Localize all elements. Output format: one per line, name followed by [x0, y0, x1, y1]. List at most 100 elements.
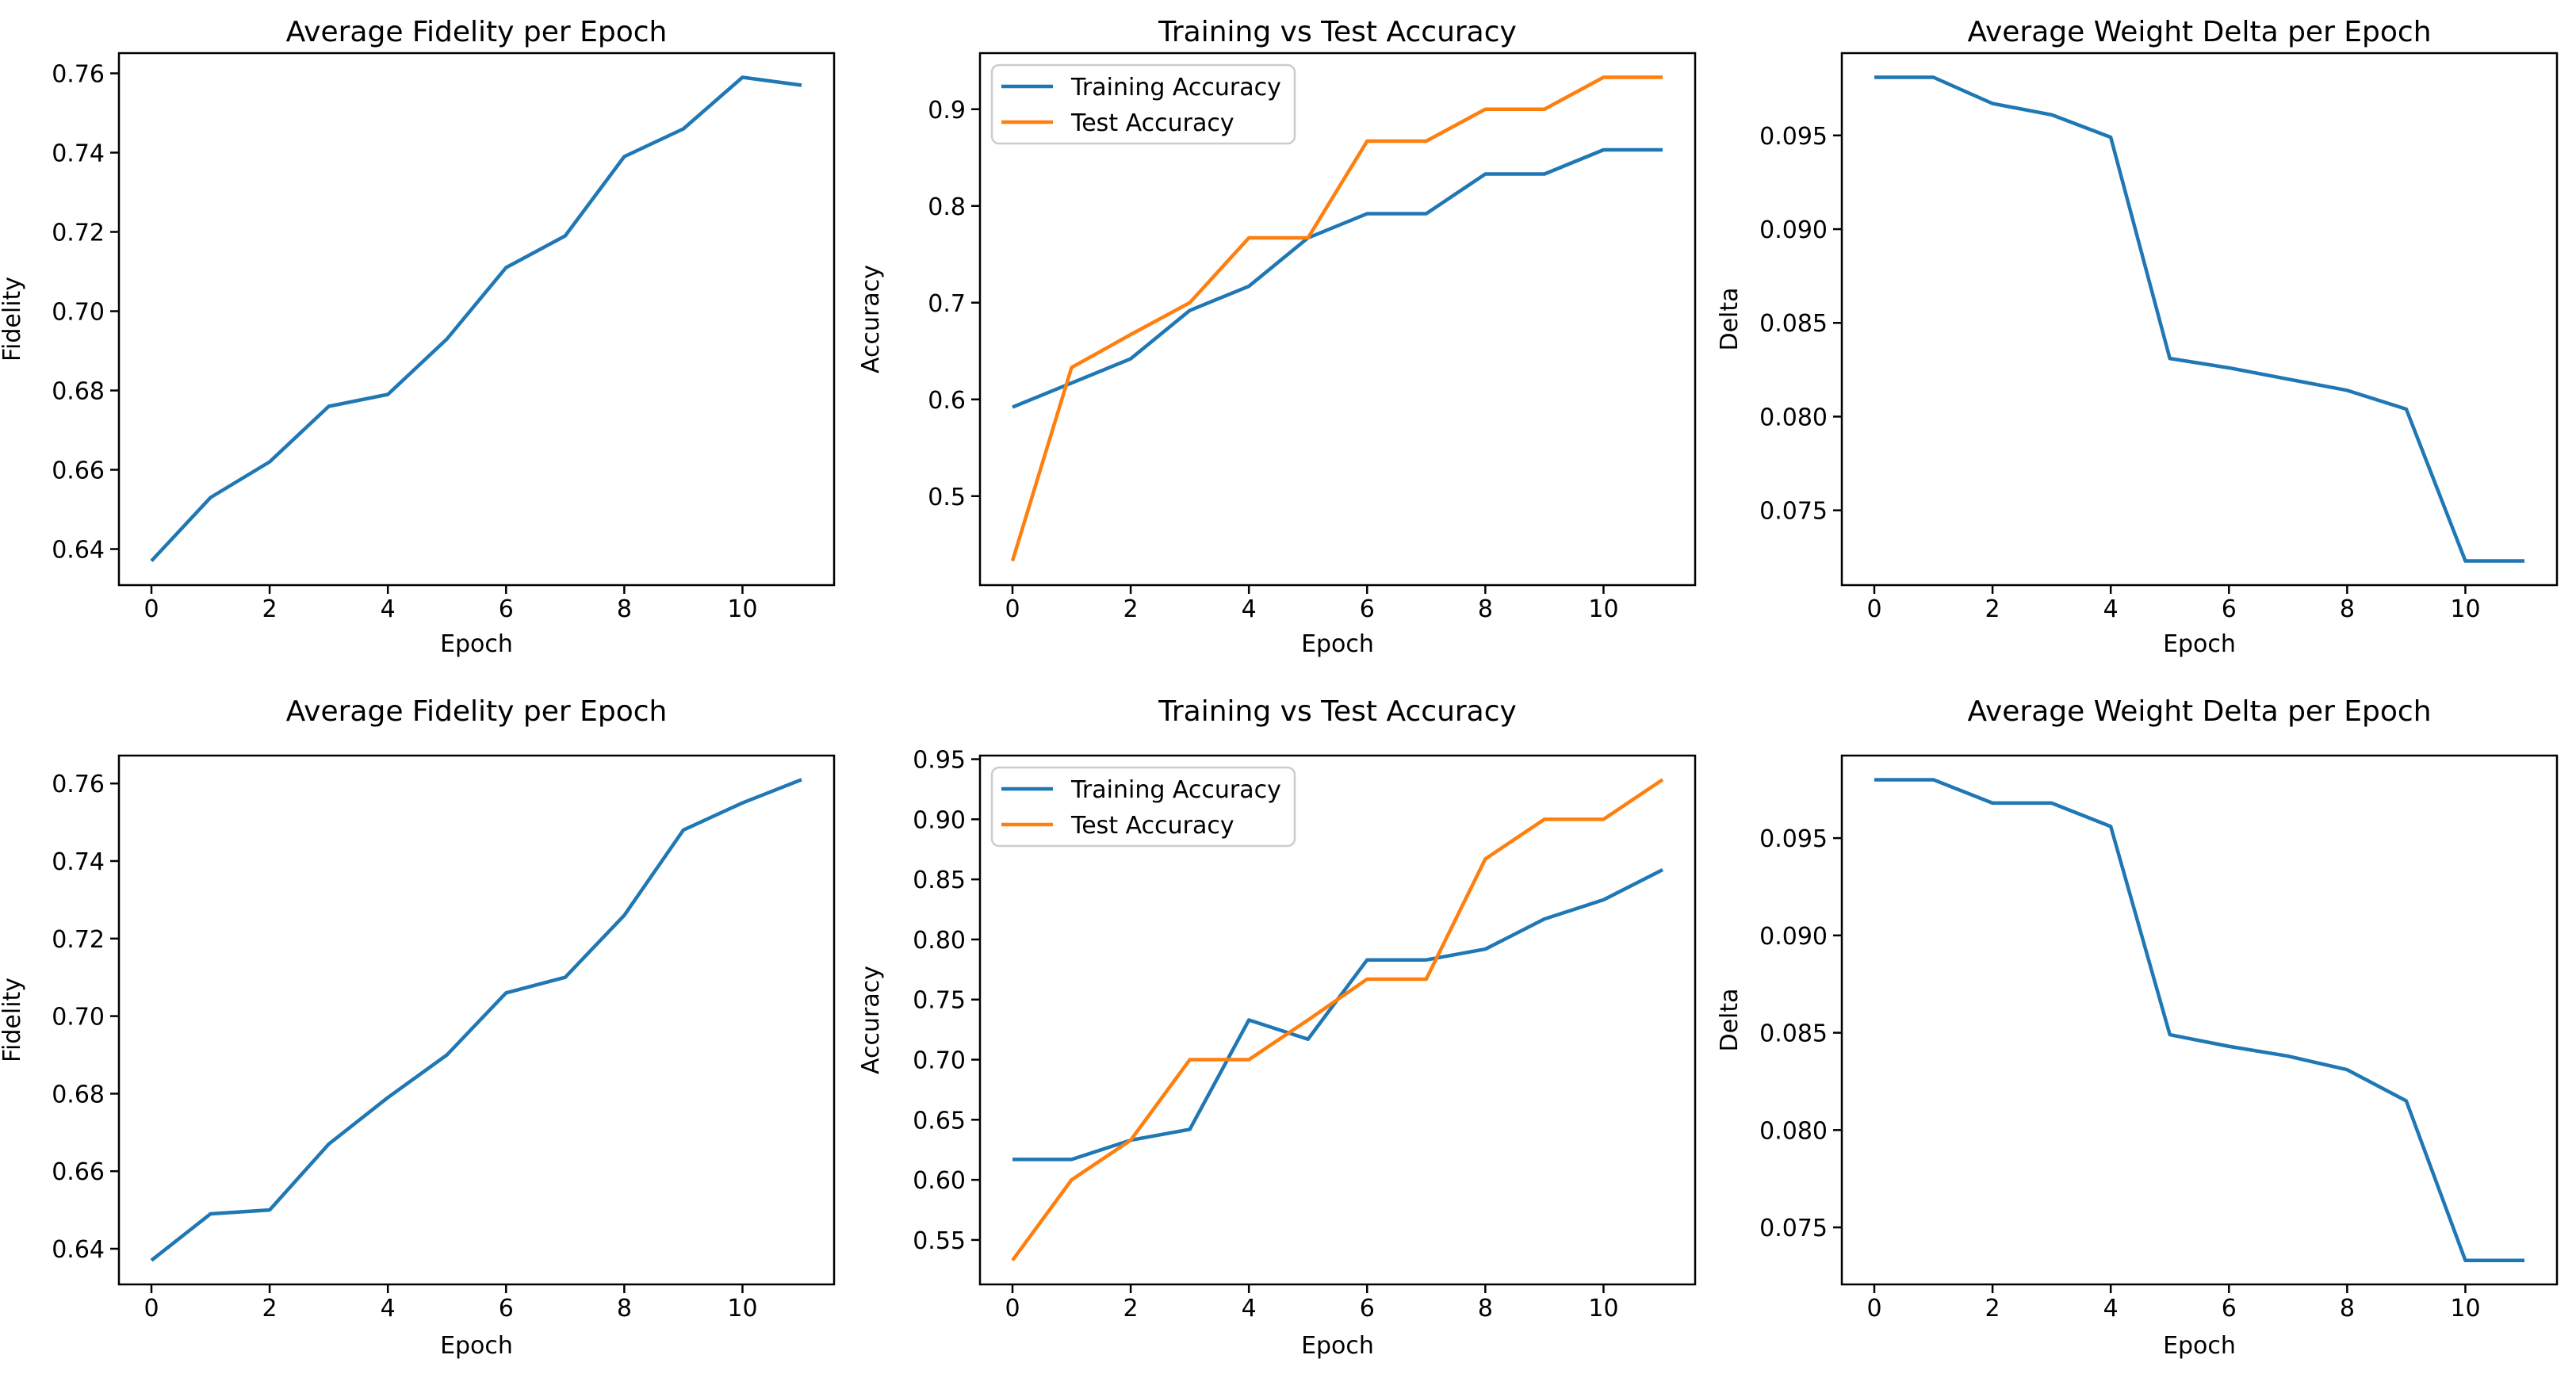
- x-axis-label: Epoch: [1301, 630, 1374, 658]
- y-axis-label: Accuracy: [857, 966, 885, 1074]
- x-tick-label: 4: [2103, 595, 2119, 623]
- y-tick-label: 0.090: [1759, 216, 1828, 244]
- y-tick-label: 0.85: [913, 867, 966, 894]
- x-tick-label: 10: [1588, 1295, 1618, 1322]
- y-tick-label: 0.66: [52, 457, 105, 485]
- y-tick-label: 0.64: [52, 1236, 105, 1264]
- series-line-delta: [1874, 778, 2524, 1263]
- y-tick-label: 0.72: [52, 220, 105, 247]
- x-tick-label: 8: [2340, 595, 2355, 623]
- series-line-test-accuracy: [1010, 75, 1663, 562]
- y-tick-label: 0.095: [1759, 123, 1828, 151]
- legend-label-training-accuracy: Training Accuracy: [1070, 776, 1281, 804]
- chart-run1-accuracy: 0 2 4 6 8 10 0.5 0.6 0.7 0.8 0.9 Training vs Test A…: [857, 16, 1697, 658]
- series-line-training-accuracy: [1012, 147, 1663, 409]
- y-tick-label: 0.80: [913, 927, 966, 955]
- y-tick-label: 0.68: [52, 378, 105, 406]
- x-tick-label: 2: [1985, 1295, 2000, 1322]
- x-tick-label: 6: [1360, 595, 1375, 623]
- y-tick-label: 0.085: [1759, 1020, 1828, 1048]
- x-axis-label: Epoch: [2163, 1332, 2236, 1360]
- y-axis-label: Fidelity: [0, 978, 26, 1062]
- x-tick-label: 10: [1588, 595, 1618, 623]
- x-tick-label: 0: [1866, 595, 1881, 623]
- y-tick-label: 0.72: [52, 926, 105, 954]
- series-line-training-accuracy: [1012, 868, 1664, 1162]
- y-tick-label: 0.75: [913, 987, 966, 1015]
- y-tick-label: 0.70: [52, 299, 105, 327]
- series-line-fidelity: [150, 75, 802, 563]
- y-tick-label: 0.68: [52, 1081, 105, 1108]
- x-tick-label: 6: [499, 595, 514, 623]
- chart-run2-weight-delta: 0 2 4 6 8 10 0.075 0.080 0.085 0.090 0.095 Average …: [1716, 695, 2559, 1360]
- y-tick-label: 0.080: [1759, 404, 1828, 431]
- x-tick-label: 2: [1123, 1295, 1139, 1322]
- axes-frame: [117, 754, 836, 1286]
- x-tick-label: 10: [727, 595, 757, 623]
- legend-box: [990, 766, 1296, 848]
- axes-frame: [117, 52, 836, 587]
- chart-title: Average Fidelity per Epoch: [286, 695, 668, 728]
- series-line-test-accuracy: [1011, 778, 1664, 1262]
- chart-title: Training vs Test Accuracy: [1158, 695, 1517, 728]
- x-tick-label: 8: [1478, 1295, 1493, 1322]
- chart-run2-fidelity: 0 2 4 6 8 10 0.64 0.66 0.68 0.70 0.72 0.74 0.76 Avera…: [0, 695, 836, 1360]
- x-tick-label: 8: [2340, 1295, 2355, 1322]
- y-tick-label: 0.66: [52, 1158, 105, 1186]
- x-tick-label: 0: [144, 1295, 159, 1322]
- y-axis-label: Accuracy: [857, 265, 885, 373]
- axes-frame: [978, 754, 1697, 1286]
- legend-label-training-accuracy: Training Accuracy: [1070, 74, 1281, 101]
- y-tick-label: 0.6: [928, 387, 966, 415]
- y-tick-label: 0.90: [913, 806, 966, 834]
- x-tick-label: 4: [381, 1295, 396, 1322]
- x-tick-label: 10: [727, 1295, 757, 1322]
- chart-title: Average Fidelity per Epoch: [286, 16, 668, 48]
- x-axis-label: Epoch: [440, 1332, 513, 1360]
- x-tick-label: 2: [262, 595, 278, 623]
- legend-label-test-accuracy: Test Accuracy: [1070, 109, 1234, 137]
- x-tick-label: 2: [1123, 595, 1139, 623]
- y-tick-label: 0.55: [913, 1227, 966, 1255]
- x-tick-label: 10: [2450, 1295, 2480, 1322]
- y-axis-label: Fidelity: [0, 277, 26, 362]
- y-tick-label: 0.5: [928, 484, 966, 511]
- chart-title: Average Weight Delta per Epoch: [1967, 16, 2431, 48]
- x-tick-label: 8: [1478, 595, 1493, 623]
- x-tick-label: 4: [1242, 1295, 1257, 1322]
- y-tick-label: 0.74: [52, 848, 105, 876]
- axes-frame: [1840, 754, 2559, 1286]
- x-tick-label: 2: [1985, 595, 2000, 623]
- y-tick-label: 0.64: [52, 537, 105, 565]
- y-tick-label: 0.075: [1759, 498, 1828, 526]
- x-tick-label: 0: [1866, 1295, 1881, 1322]
- y-tick-label: 0.095: [1759, 825, 1828, 853]
- legend: Training Accuracy Test Accuracy: [990, 63, 1296, 145]
- series-line-fidelity: [150, 778, 802, 1262]
- y-tick-label: 0.70: [52, 1004, 105, 1031]
- x-tick-label: 6: [2222, 595, 2237, 623]
- series-line-delta: [1874, 75, 2524, 563]
- x-tick-label: 6: [2222, 1295, 2237, 1322]
- x-tick-label: 2: [262, 1295, 278, 1322]
- y-axis-label: Delta: [1716, 988, 1743, 1051]
- y-tick-label: 0.76: [52, 771, 105, 798]
- x-axis-label: Epoch: [2163, 630, 2236, 658]
- legend: Training Accuracy Test Accuracy: [990, 766, 1296, 848]
- legend-label-test-accuracy: Test Accuracy: [1070, 812, 1234, 840]
- chart-run1-weight-delta: 0 2 4 6 8 10 0.075 0.080 0.085 0.090 0.095 Average …: [1716, 16, 2559, 658]
- x-tick-label: 4: [2103, 1295, 2119, 1322]
- y-tick-label: 0.7: [928, 290, 966, 318]
- chart-title: Average Weight Delta per Epoch: [1967, 695, 2431, 728]
- x-tick-label: 8: [617, 595, 632, 623]
- y-tick-label: 0.65: [913, 1107, 966, 1135]
- y-tick-label: 0.9: [928, 97, 966, 124]
- y-tick-label: 0.085: [1759, 310, 1828, 338]
- legend-box: [990, 63, 1296, 145]
- y-tick-label: 0.60: [913, 1167, 966, 1195]
- y-tick-label: 0.8: [928, 193, 966, 221]
- y-tick-label: 0.075: [1759, 1215, 1828, 1242]
- x-axis-label: Epoch: [1301, 1332, 1374, 1360]
- x-tick-label: 0: [144, 595, 159, 623]
